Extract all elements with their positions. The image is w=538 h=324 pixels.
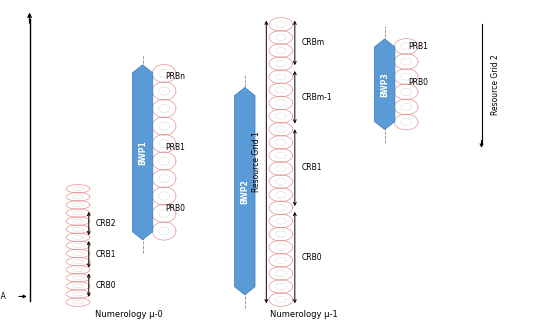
Polygon shape <box>235 87 255 295</box>
Text: CRBm-1: CRBm-1 <box>302 93 332 102</box>
Polygon shape <box>132 65 153 240</box>
Text: CRBm: CRBm <box>302 39 325 47</box>
Polygon shape <box>374 39 395 130</box>
Text: Point A: Point A <box>0 292 5 301</box>
Text: Resource Grid 1: Resource Grid 1 <box>252 132 261 192</box>
Text: CRB0: CRB0 <box>302 253 322 262</box>
Text: BWP3: BWP3 <box>380 72 389 97</box>
Text: Numerology μ-0: Numerology μ-0 <box>95 310 163 319</box>
Text: BWP2: BWP2 <box>240 179 249 203</box>
Text: CRB0: CRB0 <box>96 281 116 290</box>
Text: BWP1: BWP1 <box>138 140 147 165</box>
Text: PRB0: PRB0 <box>408 78 428 87</box>
Text: PRBn: PRBn <box>166 72 186 81</box>
Text: PRB1: PRB1 <box>166 143 186 152</box>
Text: Resource Grid 2: Resource Grid 2 <box>491 54 500 115</box>
Text: CRB1: CRB1 <box>302 163 322 172</box>
Text: PRB0: PRB0 <box>166 204 186 214</box>
Text: CRB2: CRB2 <box>96 219 116 228</box>
Text: CRB1: CRB1 <box>96 250 116 259</box>
Text: PRB1: PRB1 <box>408 42 428 52</box>
Text: Numerology μ-1: Numerology μ-1 <box>270 310 338 319</box>
